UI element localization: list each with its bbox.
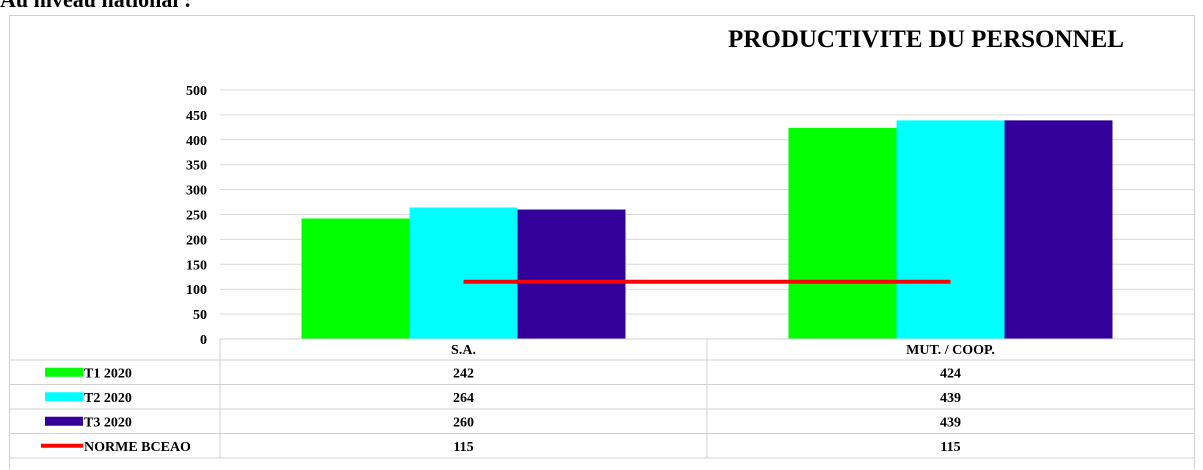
chart-frame: PRODUCTIVITE DU PERSONNEL 0 50 100 150 200 25… bbox=[9, 15, 1195, 469]
page-header: Au niveau national : bbox=[0, 0, 191, 13]
bar-chart: PRODUCTIVITE DU PERSONNEL 0 50 100 150 200 25… bbox=[10, 26, 1194, 459]
data-label: 439 bbox=[940, 415, 961, 430]
legend-swatch bbox=[45, 392, 83, 402]
data-label: 260 bbox=[453, 415, 474, 430]
bar-t3-2020-1 bbox=[1004, 120, 1113, 340]
data-table: S.A. MUT. / COOP. T1 2020 242 424 T2 2020 264 4… bbox=[10, 338, 1194, 459]
legend-swatch bbox=[45, 416, 83, 426]
y-tick-label: 450 bbox=[186, 109, 207, 124]
legend-label: NORME BCEAO bbox=[84, 440, 191, 455]
y-tick-label: 200 bbox=[186, 233, 207, 248]
bars bbox=[301, 120, 1113, 340]
bar-t1-2020-0 bbox=[301, 218, 410, 339]
data-label: 264 bbox=[453, 391, 474, 406]
category-label: MUT. / COOP. bbox=[906, 343, 995, 358]
chart-title: PRODUCTIVITE DU PERSONNEL bbox=[728, 26, 1124, 53]
data-label: 439 bbox=[940, 391, 961, 406]
category-label: S.A. bbox=[451, 343, 476, 358]
legend-label: T2 2020 bbox=[84, 391, 132, 406]
legend-label: T1 2020 bbox=[84, 366, 132, 381]
y-tick-label: 0 bbox=[200, 333, 207, 348]
legend-swatch bbox=[45, 367, 83, 377]
legend-label: T3 2020 bbox=[84, 415, 132, 430]
y-axis-ticks: 0 50 100 150 200 250 300 350 400 450 500 bbox=[186, 84, 207, 348]
y-tick-label: 150 bbox=[186, 258, 207, 273]
y-tick-label: 50 bbox=[193, 308, 207, 323]
bar-t2-2020-0 bbox=[409, 207, 518, 339]
y-tick-label: 500 bbox=[186, 84, 207, 99]
data-label: 424 bbox=[940, 366, 961, 381]
data-label: 115 bbox=[453, 440, 473, 455]
y-tick-label: 400 bbox=[186, 134, 207, 149]
data-label: 115 bbox=[940, 440, 960, 455]
y-tick-label: 300 bbox=[186, 184, 207, 199]
data-label: 242 bbox=[453, 366, 474, 381]
y-tick-label: 250 bbox=[186, 209, 207, 224]
bar-t1-2020-1 bbox=[788, 127, 897, 340]
y-tick-label: 350 bbox=[186, 159, 207, 174]
legend-swatch bbox=[41, 443, 83, 448]
y-tick-label: 100 bbox=[186, 283, 207, 298]
bar-t2-2020-1 bbox=[896, 120, 1005, 340]
bar-t3-2020-0 bbox=[517, 209, 626, 339]
